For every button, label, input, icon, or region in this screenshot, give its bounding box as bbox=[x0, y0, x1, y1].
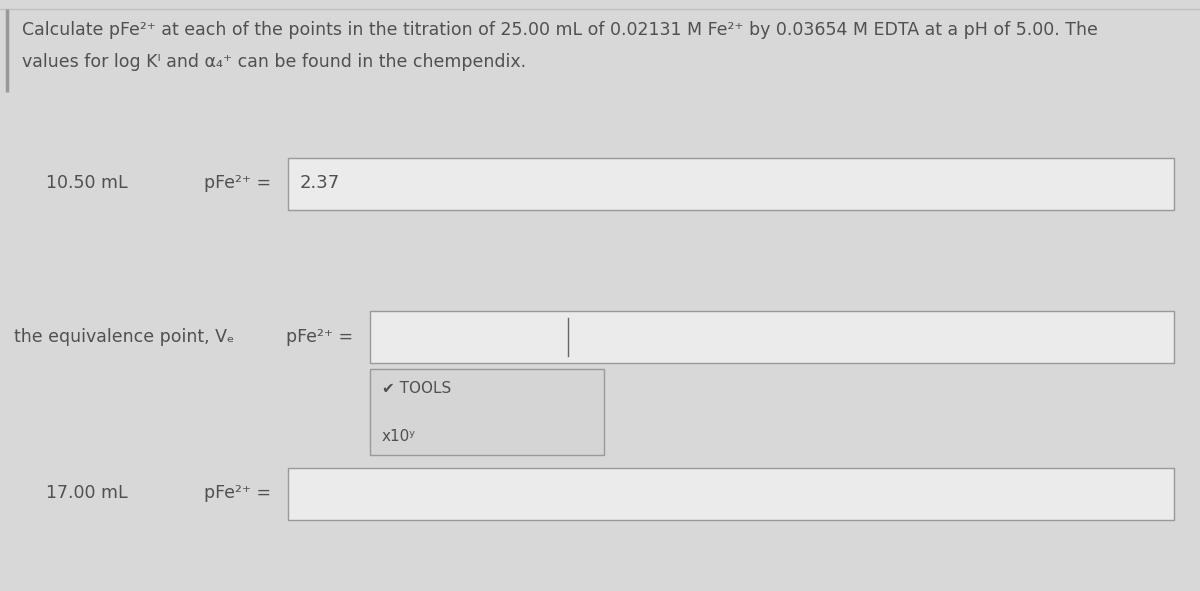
FancyBboxPatch shape bbox=[370, 311, 1174, 363]
Text: pFe²⁺ =: pFe²⁺ = bbox=[286, 328, 353, 346]
Text: pFe²⁺ =: pFe²⁺ = bbox=[204, 174, 271, 192]
Text: the equivalence point, Vₑ: the equivalence point, Vₑ bbox=[14, 328, 235, 346]
Text: 2.37: 2.37 bbox=[300, 174, 341, 192]
Text: values for log Kᴵ and α₄⁺ can be found in the chempendix.: values for log Kᴵ and α₄⁺ can be found i… bbox=[22, 53, 526, 71]
Text: x10ʸ: x10ʸ bbox=[382, 430, 415, 444]
FancyBboxPatch shape bbox=[288, 158, 1174, 210]
Text: pFe²⁺ =: pFe²⁺ = bbox=[204, 485, 271, 502]
Text: 17.00 mL: 17.00 mL bbox=[46, 485, 127, 502]
FancyBboxPatch shape bbox=[370, 369, 604, 455]
Text: ✔ TOOLS: ✔ TOOLS bbox=[382, 381, 451, 396]
Text: 10.50 mL: 10.50 mL bbox=[46, 174, 127, 192]
FancyBboxPatch shape bbox=[288, 468, 1174, 520]
Text: Calculate pFe²⁺ at each of the points in the titration of 25.00 mL of 0.02131 M : Calculate pFe²⁺ at each of the points in… bbox=[22, 21, 1098, 38]
